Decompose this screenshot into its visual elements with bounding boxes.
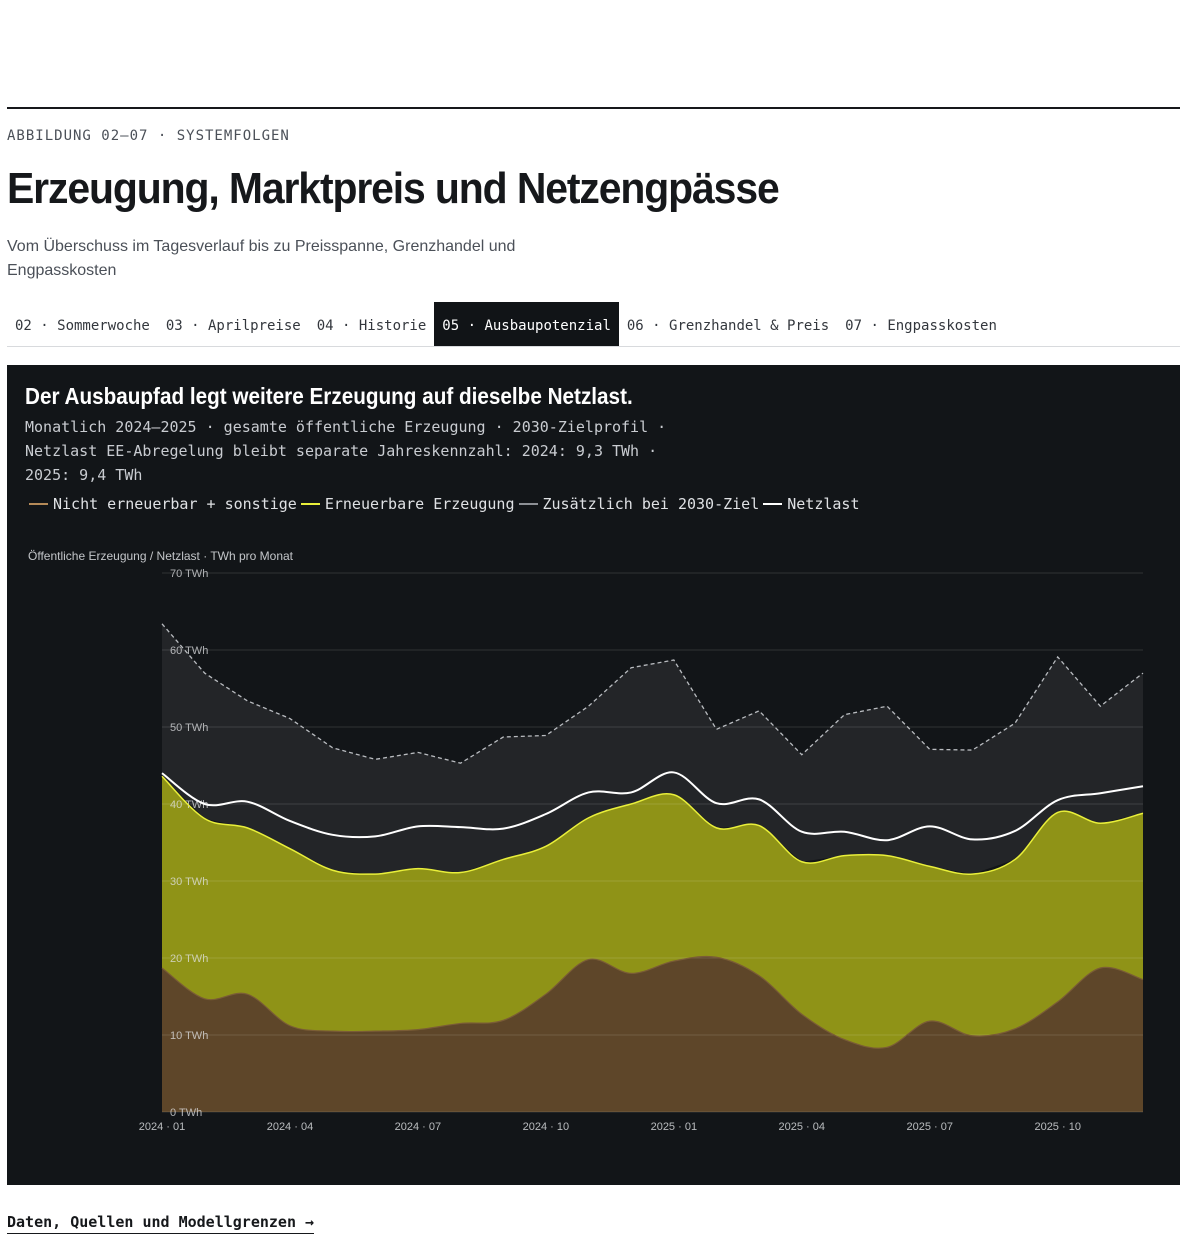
legend-label-target: Zusätzlich bei 2030-Ziel [542, 495, 760, 513]
legend-item-nonrenewable[interactable]: Nicht erneuerbar + sonstige [29, 495, 297, 513]
y-tick-label: 50 TWh [170, 722, 208, 734]
legend-swatch-nonrenewable [29, 503, 48, 505]
y-tick-label: 0 TWh [170, 1107, 202, 1119]
legend-label-renewable: Erneuerbare Erzeugung [324, 495, 515, 513]
legend-swatch-target [518, 503, 538, 505]
x-tick-label: 2025 · 01 [651, 1121, 697, 1133]
x-tick-label: 2024 · 10 [523, 1121, 569, 1133]
tab-sommerwoche[interactable]: 02 · Sommerwoche [15, 318, 150, 334]
y-axis-title: Öffentliche Erzeugung / Netzlast · TWh p… [28, 549, 294, 563]
tab-bar: 02 · Sommerwoche 03 · Aprilpreise 04 · H… [7, 302, 1180, 347]
chart-title: Der Ausbaupfad legt weitere Erzeugung au… [25, 383, 633, 409]
legend-label-load: Netzlast [787, 495, 860, 513]
legend-item-target[interactable]: Zusätzlich bei 2030-Ziel [518, 495, 760, 513]
line-target-2030 [161, 623, 1144, 764]
legend-swatch-load [763, 503, 783, 505]
tab-aprilpreise[interactable]: 03 · Aprilpreise [165, 318, 301, 334]
x-tick-label: 2025 · 10 [1034, 1121, 1080, 1133]
legend-swatch-renewable [300, 503, 320, 505]
area-target [162, 623, 1143, 875]
page-subtitle: Vom Überschuss im Tagesverlauf bis zu Pr… [7, 238, 516, 279]
top-rule [7, 107, 1180, 109]
y-tick-label: 30 TWh [170, 876, 208, 888]
x-tick-label: 2024 · 01 [139, 1121, 185, 1133]
x-tick-label: 2025 · 07 [906, 1121, 952, 1133]
x-tick-label: 2025 · 04 [779, 1121, 825, 1133]
figure-kicker: ABBILDUNG 02–07 · SYSTEMFOLGEN [7, 128, 290, 144]
area-renewable [162, 776, 1143, 1112]
sources-link[interactable]: Daten, Quellen und Modellgrenzen → [7, 1213, 315, 1234]
line-renewable [161, 775, 1144, 875]
y-tick-label: 60 TWh [170, 645, 208, 657]
chart-description: Monatlich 2024–2025 · gesamte öffentlich… [25, 418, 667, 484]
chart-panel: Der Ausbaupfad legt weitere Erzeugung au… [7, 365, 1180, 1185]
page-title: Erzeugung, Marktpreis und Netzengpässe [7, 164, 780, 213]
legend-item-load[interactable]: Netzlast [763, 495, 860, 513]
tab-grenzhandel-preis[interactable]: 06 · Grenzhandel & Preis [626, 318, 830, 334]
legend-item-renewable[interactable]: Erneuerbare Erzeugung [300, 495, 515, 513]
x-tick-label: 2024 · 04 [267, 1121, 313, 1133]
area-nonrenewable [162, 956, 1143, 1112]
chart-legend: Nicht erneuerbar + sonstige Erneuerbare … [29, 495, 864, 513]
line-load [161, 771, 1144, 842]
legend-label-nonrenewable: Nicht erneuerbar + sonstige [53, 495, 297, 513]
tab-engpasskosten[interactable]: 07 · Engpasskosten [845, 318, 997, 334]
line-nonrenewable [161, 955, 1144, 1049]
tab-ausbaupotenzial[interactable]: 05 · Ausbaupotenzial [434, 302, 619, 346]
x-tick-label: 2024 · 07 [395, 1121, 441, 1133]
tab-historie[interactable]: 04 · Historie [316, 318, 427, 334]
y-tick-label: 10 TWh [170, 1030, 208, 1042]
y-tick-label: 70 TWh [170, 568, 208, 580]
y-tick-label: 20 TWh [170, 953, 208, 965]
